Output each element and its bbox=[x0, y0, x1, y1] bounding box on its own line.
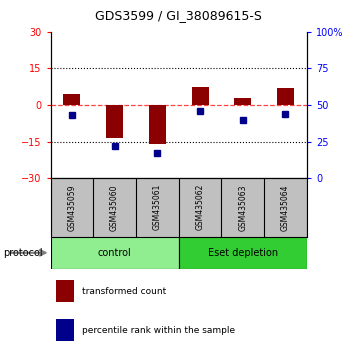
Bar bbox=[149, 105, 166, 144]
Text: GSM435060: GSM435060 bbox=[110, 184, 119, 230]
Text: transformed count: transformed count bbox=[82, 287, 166, 296]
Bar bbox=[64, 94, 81, 105]
Text: percentile rank within the sample: percentile rank within the sample bbox=[82, 326, 235, 335]
Bar bbox=[179, 236, 307, 269]
Text: Eset depletion: Eset depletion bbox=[208, 248, 278, 258]
Text: GSM435064: GSM435064 bbox=[281, 184, 290, 230]
Bar bbox=[56, 319, 74, 341]
Text: GSM435059: GSM435059 bbox=[68, 184, 77, 230]
Text: protocol: protocol bbox=[4, 248, 43, 258]
Bar bbox=[56, 280, 74, 302]
Text: GSM435063: GSM435063 bbox=[238, 184, 247, 230]
Text: GSM435061: GSM435061 bbox=[153, 184, 162, 230]
Bar bbox=[277, 88, 294, 105]
Bar bbox=[51, 236, 179, 269]
Text: control: control bbox=[98, 248, 131, 258]
Text: GSM435062: GSM435062 bbox=[196, 184, 205, 230]
Bar bbox=[191, 87, 209, 105]
Bar bbox=[106, 105, 123, 138]
Text: GDS3599 / GI_38089615-S: GDS3599 / GI_38089615-S bbox=[95, 9, 262, 22]
Bar bbox=[234, 98, 251, 105]
